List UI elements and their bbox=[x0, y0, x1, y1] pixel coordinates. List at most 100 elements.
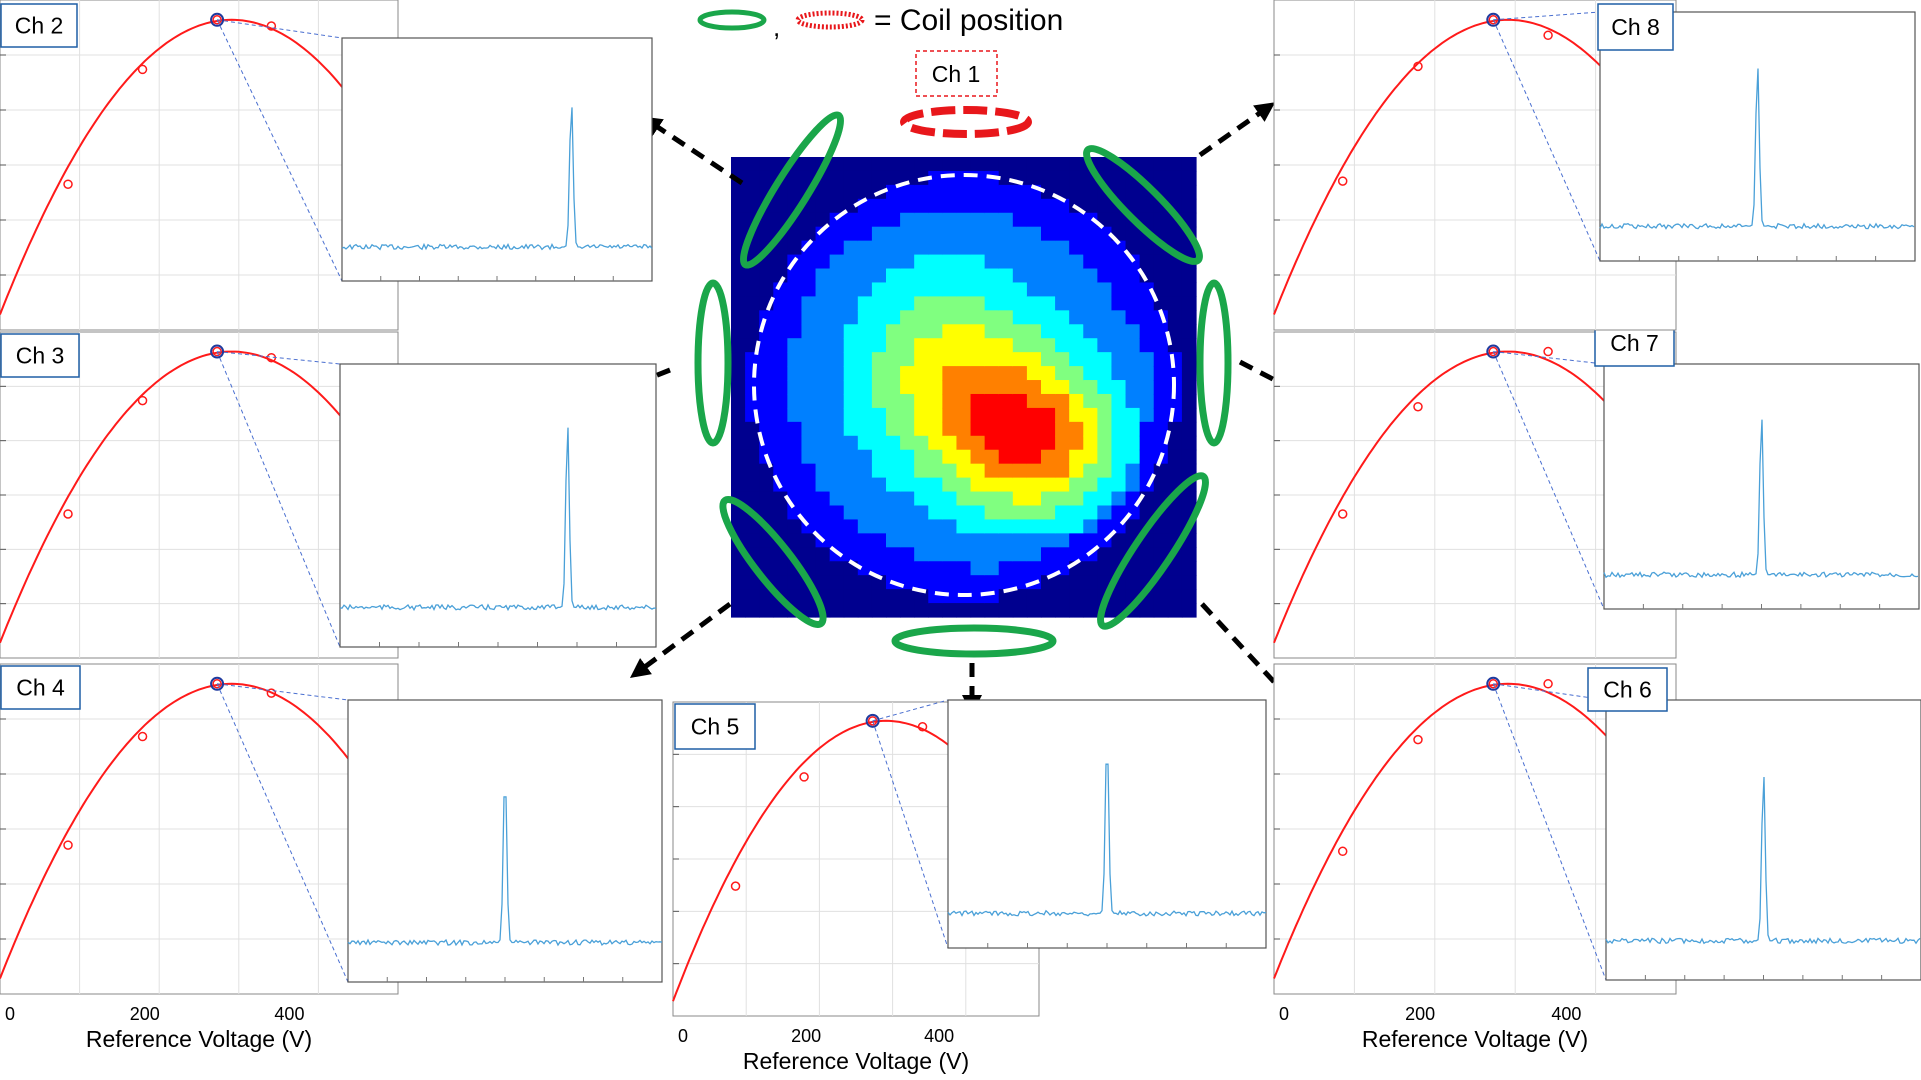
heatmap-cell bbox=[1111, 352, 1127, 367]
heatmap-cell bbox=[843, 449, 859, 465]
heatmap-cell bbox=[984, 393, 1000, 409]
heatmap-cell bbox=[984, 533, 1000, 548]
heatmap-cell bbox=[857, 449, 873, 465]
heatmap-cell bbox=[857, 533, 873, 548]
heatmap-cell bbox=[1111, 421, 1127, 437]
heatmap-cell bbox=[815, 184, 831, 200]
heatmap-cell bbox=[787, 324, 803, 339]
heatmap-cell bbox=[815, 310, 831, 325]
heatmap-cell bbox=[956, 603, 972, 618]
heatmap-cell bbox=[1125, 366, 1141, 381]
heatmap-cell bbox=[900, 547, 915, 562]
heatmap-cell bbox=[1125, 421, 1141, 437]
heatmap-cell bbox=[1026, 226, 1042, 242]
heatmap-cell bbox=[970, 296, 986, 311]
heatmap-cell bbox=[900, 561, 915, 576]
heatmap-cell bbox=[1026, 505, 1042, 521]
ch5-selected-marker bbox=[865, 713, 880, 728]
heatmap-cell bbox=[787, 226, 803, 242]
heatmap-cell bbox=[1097, 296, 1113, 311]
heatmap-cell bbox=[857, 157, 873, 172]
heatmap-cell bbox=[1181, 603, 1197, 618]
heatmap-cell bbox=[928, 212, 943, 228]
panel-ch7: Ch 7 bbox=[1273, 319, 1920, 659]
heatmap-cell bbox=[731, 184, 746, 200]
heatmap-cell bbox=[1012, 519, 1028, 534]
heatmap-cell bbox=[900, 324, 915, 339]
heatmap-cell bbox=[1139, 561, 1155, 576]
ch8-label: Ch 8 bbox=[1611, 14, 1660, 40]
ch7-selected-marker bbox=[1486, 344, 1501, 359]
panel-ch8: Ch 8 bbox=[1273, 0, 1916, 331]
ch8-spectrum-frame bbox=[1599, 11, 1916, 262]
heatmap-cell bbox=[970, 547, 986, 562]
heatmap-cell bbox=[1055, 310, 1070, 325]
heatmap-cell bbox=[871, 505, 887, 521]
heatmap-cell bbox=[1111, 338, 1127, 353]
heatmap-cell bbox=[886, 407, 901, 423]
heatmap-cell bbox=[745, 184, 760, 200]
heatmap-cell bbox=[773, 561, 788, 576]
heatmap-cell bbox=[829, 575, 845, 590]
heatmap-cell bbox=[886, 603, 901, 618]
heatmap-cell bbox=[1097, 366, 1113, 381]
heatmap-cell bbox=[801, 505, 817, 521]
ch4-spectrum-line bbox=[347, 796, 663, 947]
heatmap-cell bbox=[843, 393, 859, 409]
legend-reference-coil-icon bbox=[795, 10, 865, 30]
heatmap-cell bbox=[1125, 393, 1141, 409]
heatmap-cell bbox=[815, 338, 831, 353]
heatmap-cell bbox=[998, 561, 1014, 576]
heatmap-cell bbox=[1139, 505, 1155, 521]
heatmap-cell bbox=[759, 157, 774, 172]
heatmap-cell bbox=[1083, 212, 1098, 228]
heatmap-cell bbox=[956, 254, 972, 270]
ch4-data-point bbox=[266, 688, 277, 698]
heatmap-cell bbox=[1069, 603, 1084, 618]
ch2-spectrum-frame bbox=[341, 37, 653, 282]
heatmap-cell bbox=[1111, 268, 1127, 284]
heatmap-cell bbox=[998, 268, 1014, 284]
heatmap-cell bbox=[815, 366, 831, 381]
heatmap-cell bbox=[815, 561, 831, 576]
heatmap-cell bbox=[928, 184, 943, 200]
heatmap-cell bbox=[998, 338, 1014, 353]
heatmap-cell bbox=[745, 157, 760, 172]
heatmap-cell bbox=[1125, 310, 1141, 325]
heatmap-cell bbox=[914, 407, 929, 423]
heatmap-cell bbox=[731, 575, 746, 590]
ch2-data-point bbox=[212, 15, 222, 25]
heatmap-cell bbox=[942, 240, 958, 256]
heatmap-cell bbox=[900, 575, 915, 590]
heatmap-cell bbox=[1041, 477, 1056, 493]
heatmap-cell bbox=[787, 449, 803, 465]
heatmap-cell bbox=[857, 212, 873, 228]
heatmap-cell bbox=[998, 533, 1014, 548]
heatmap-cell bbox=[829, 463, 845, 479]
heatmap-cell bbox=[914, 366, 929, 381]
heatmap-cell bbox=[1125, 407, 1141, 423]
heatmap-cell bbox=[787, 268, 803, 284]
heatmap-cell bbox=[815, 421, 831, 437]
heatmap-cell bbox=[928, 226, 943, 242]
heatmap-cell bbox=[1026, 589, 1042, 604]
heatmap-cell bbox=[984, 157, 1000, 172]
heatmap-cell bbox=[745, 352, 760, 367]
heatmap-cell bbox=[956, 240, 972, 256]
heatmap-cell bbox=[886, 533, 901, 548]
heatmap-cell bbox=[1083, 254, 1098, 270]
heatmap-cell bbox=[1125, 380, 1141, 395]
heatmap-cell bbox=[1097, 157, 1113, 172]
ch7-spectrum-line bbox=[1603, 419, 1919, 579]
heatmap-cell bbox=[1181, 268, 1197, 284]
heatmap-cell bbox=[1069, 407, 1084, 423]
heatmap-cell bbox=[815, 352, 831, 367]
heatmap-cell bbox=[871, 226, 887, 242]
heatmap-cell bbox=[928, 352, 943, 367]
heatmap-cell bbox=[1125, 477, 1141, 493]
heatmap-cell bbox=[998, 212, 1014, 228]
heatmap-cell bbox=[801, 380, 817, 395]
heatmap-cell bbox=[914, 519, 929, 534]
